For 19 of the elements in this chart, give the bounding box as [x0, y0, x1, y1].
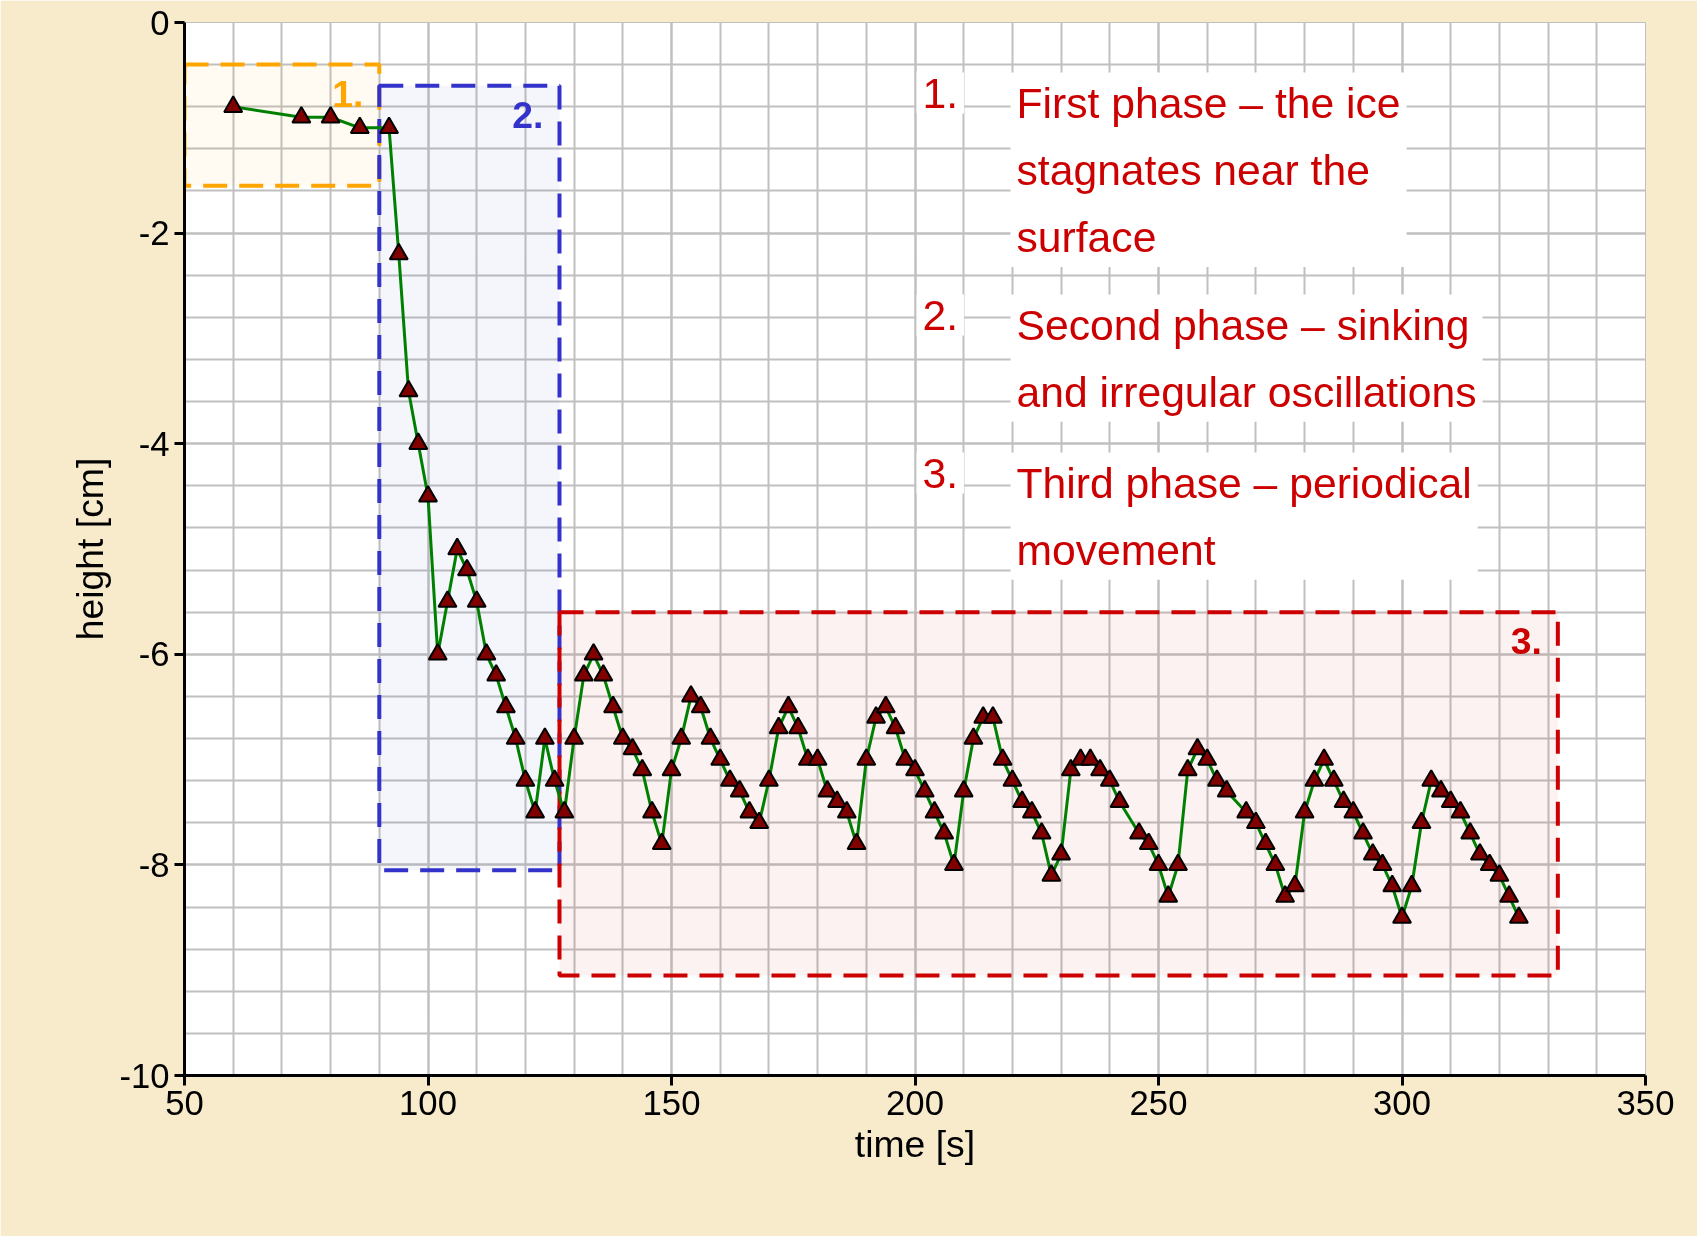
y-tick-label: 0 — [150, 3, 170, 42]
text: 2. Second phase – sinking and irregular oscillations — [922, 290, 1477, 416]
y-tick-label: -8 — [138, 845, 170, 884]
y-axis-title: height [cm] — [69, 457, 112, 641]
band-label: 3. — [1510, 620, 1542, 663]
x-tick-label: 200 — [886, 1083, 944, 1122]
text: 1. First phase – the ice stagnates near the surface — [922, 68, 1401, 261]
x-axis-title: time [s] — [854, 1122, 976, 1165]
y-tick-label: -2 — [138, 214, 170, 253]
x-tick-label: 300 — [1373, 1083, 1431, 1122]
y-tick-label: -6 — [138, 635, 170, 674]
x-tick-label: 350 — [1616, 1083, 1675, 1122]
band-label: 2. — [512, 93, 544, 136]
x-tick-label: 100 — [399, 1083, 457, 1122]
x-tick-label: 250 — [1129, 1083, 1188, 1122]
band-label: 1. — [332, 72, 364, 115]
x-tick-label: 150 — [642, 1083, 701, 1122]
y-tick-label: -4 — [138, 424, 170, 463]
text: 3. Third phase – periodical movement — [922, 448, 1472, 574]
